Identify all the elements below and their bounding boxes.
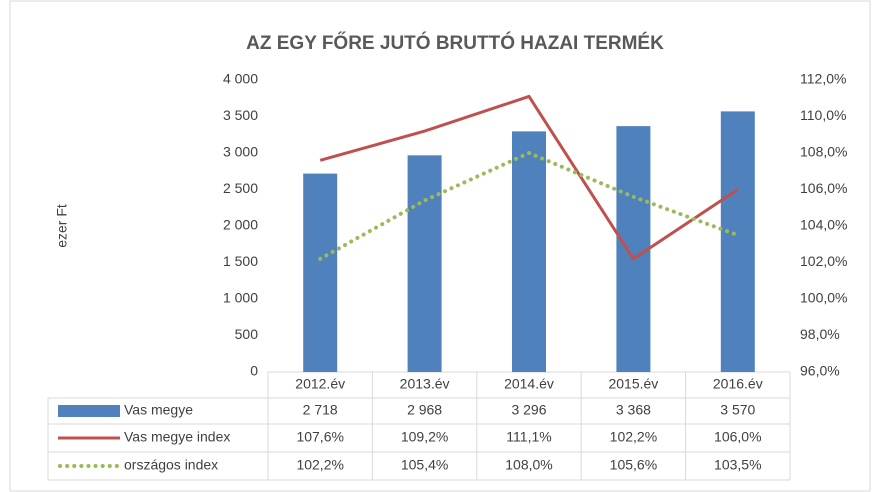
legend-label: országos index	[124, 457, 218, 473]
line-series	[319, 94, 739, 261]
chart-title: AZ EGY FŐRE JUTÓ BRUTTÓ HAZAI TERMÉK	[246, 32, 664, 54]
y2-tick-label: 106,0%	[800, 180, 847, 196]
y2-tick-label: 104,0%	[800, 217, 847, 233]
table-value: 106,0%	[714, 429, 761, 445]
table-value: 111,1%	[506, 429, 551, 445]
table-value: 3 296	[511, 402, 546, 418]
y2-tick-label: 96,0%	[800, 363, 840, 379]
y-tick-label: 1 000	[223, 290, 258, 306]
y2-tick-label: 102,0%	[800, 253, 847, 269]
legend-label: Vas megye index	[124, 429, 230, 445]
x-tick-label: 2016.év	[713, 376, 763, 392]
table-value: 3 368	[616, 402, 651, 418]
x-tick-label: 2015.év	[608, 376, 658, 392]
y2-tick-label: 108,0%	[800, 144, 847, 160]
y2-tick-label: 110,0%	[800, 107, 846, 123]
legend-label: Vas megye	[124, 402, 193, 418]
table-value: 103,5%	[714, 457, 761, 473]
bar	[616, 126, 651, 372]
y-tick-label: 4 000	[223, 71, 258, 87]
bar	[720, 111, 755, 372]
table-value: 2 718	[303, 402, 338, 418]
y-tick-label: 2 500	[223, 180, 258, 196]
table-value: 3 570	[720, 402, 755, 418]
y-tick-label: 2 000	[223, 217, 258, 233]
table-value: 102,2%	[296, 457, 343, 473]
y2-tick-label: 100,0%	[800, 290, 847, 306]
table-value: 105,6%	[610, 457, 657, 473]
table-value: 109,2%	[401, 429, 448, 445]
bar	[512, 131, 546, 372]
x-tick-label: 2014.év	[504, 376, 554, 392]
y2-tick-label: 98,0%	[800, 326, 840, 342]
table-value: 102,2%	[610, 429, 657, 445]
x-tick-label: 2012.év	[295, 376, 345, 392]
table-value: 107,6%	[296, 429, 343, 445]
y2-tick-label: 112,0%	[800, 71, 846, 87]
y-tick-label: 0	[250, 363, 258, 379]
bar	[407, 155, 442, 372]
y-tick-label: 3 500	[223, 107, 258, 123]
y-tick-label: 1 500	[223, 253, 258, 269]
table-value: 2 968	[407, 402, 442, 418]
line-series	[318, 150, 740, 261]
y-axis-label: ezer Ft	[54, 204, 70, 248]
legend-key	[58, 405, 120, 417]
table-value: 108,0%	[505, 457, 552, 473]
table-value: 105,4%	[401, 457, 448, 473]
y-tick-label: 3 000	[223, 144, 258, 160]
y-tick-label: 500	[235, 326, 259, 342]
bar	[303, 173, 338, 372]
x-tick-label: 2013.év	[400, 376, 450, 392]
